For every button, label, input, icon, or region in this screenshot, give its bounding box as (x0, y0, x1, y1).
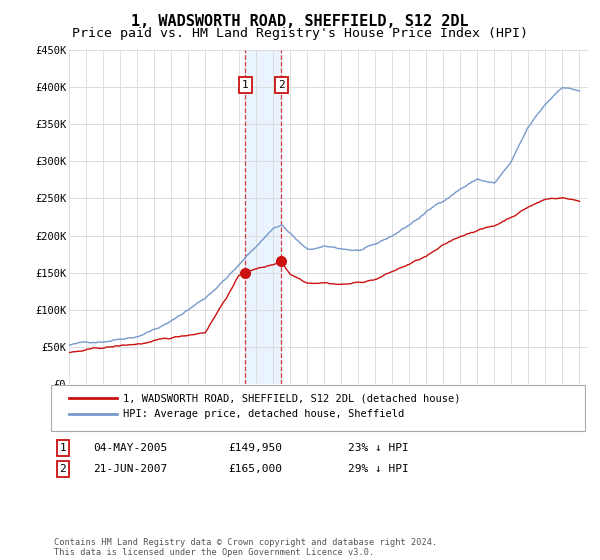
Text: HPI: Average price, detached house, Sheffield: HPI: Average price, detached house, Shef… (123, 409, 404, 419)
Text: Price paid vs. HM Land Registry's House Price Index (HPI): Price paid vs. HM Land Registry's House … (72, 27, 528, 40)
Text: 29% ↓ HPI: 29% ↓ HPI (348, 464, 409, 474)
Text: £165,000: £165,000 (228, 464, 282, 474)
Text: 1: 1 (59, 443, 67, 453)
Text: 1, WADSWORTH ROAD, SHEFFIELD, S12 2DL: 1, WADSWORTH ROAD, SHEFFIELD, S12 2DL (131, 14, 469, 29)
Text: 04-MAY-2005: 04-MAY-2005 (93, 443, 167, 453)
Text: 2: 2 (59, 464, 67, 474)
Bar (245, 50, 281, 384)
Text: 1: 1 (242, 81, 248, 90)
Text: 2: 2 (278, 81, 284, 90)
Text: 21-JUN-2007: 21-JUN-2007 (93, 464, 167, 474)
Text: £149,950: £149,950 (228, 443, 282, 453)
Text: 1, WADSWORTH ROAD, SHEFFIELD, S12 2DL (detached house): 1, WADSWORTH ROAD, SHEFFIELD, S12 2DL (d… (123, 393, 461, 403)
Text: Contains HM Land Registry data © Crown copyright and database right 2024.
This d: Contains HM Land Registry data © Crown c… (54, 538, 437, 557)
Text: 23% ↓ HPI: 23% ↓ HPI (348, 443, 409, 453)
